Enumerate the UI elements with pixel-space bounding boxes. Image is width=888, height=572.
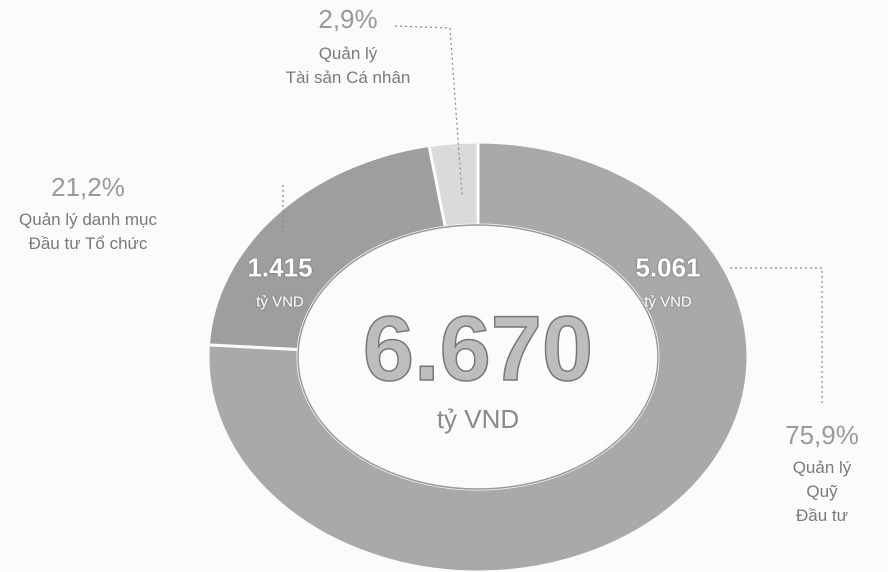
category-label: Quản lý Quỹ Đầu tư	[792, 458, 852, 525]
total-value: 6.670	[363, 298, 593, 400]
category-label: Quản lý danh mục Đầu tư Tổ chức	[19, 210, 157, 253]
inner-hole	[297, 224, 659, 490]
leader-lines	[282, 25, 823, 405]
percent-label: 21,2%	[51, 172, 125, 202]
leader-line	[394, 25, 463, 196]
category-label: Quản lý Tài sản Cá nhân	[285, 44, 411, 87]
amount-unit: tỷ VND	[644, 293, 692, 311]
amount-unit: tỷ VND	[256, 293, 304, 311]
percent-label: 75,9%	[785, 420, 859, 450]
amount-label: 5.061	[635, 252, 701, 283]
segments	[206, 140, 750, 572]
total-unit: tỷ VND	[437, 404, 519, 434]
percent-label: 2,9%	[318, 4, 378, 34]
leader-line	[730, 267, 823, 405]
amount-label: 1.415	[247, 252, 313, 283]
